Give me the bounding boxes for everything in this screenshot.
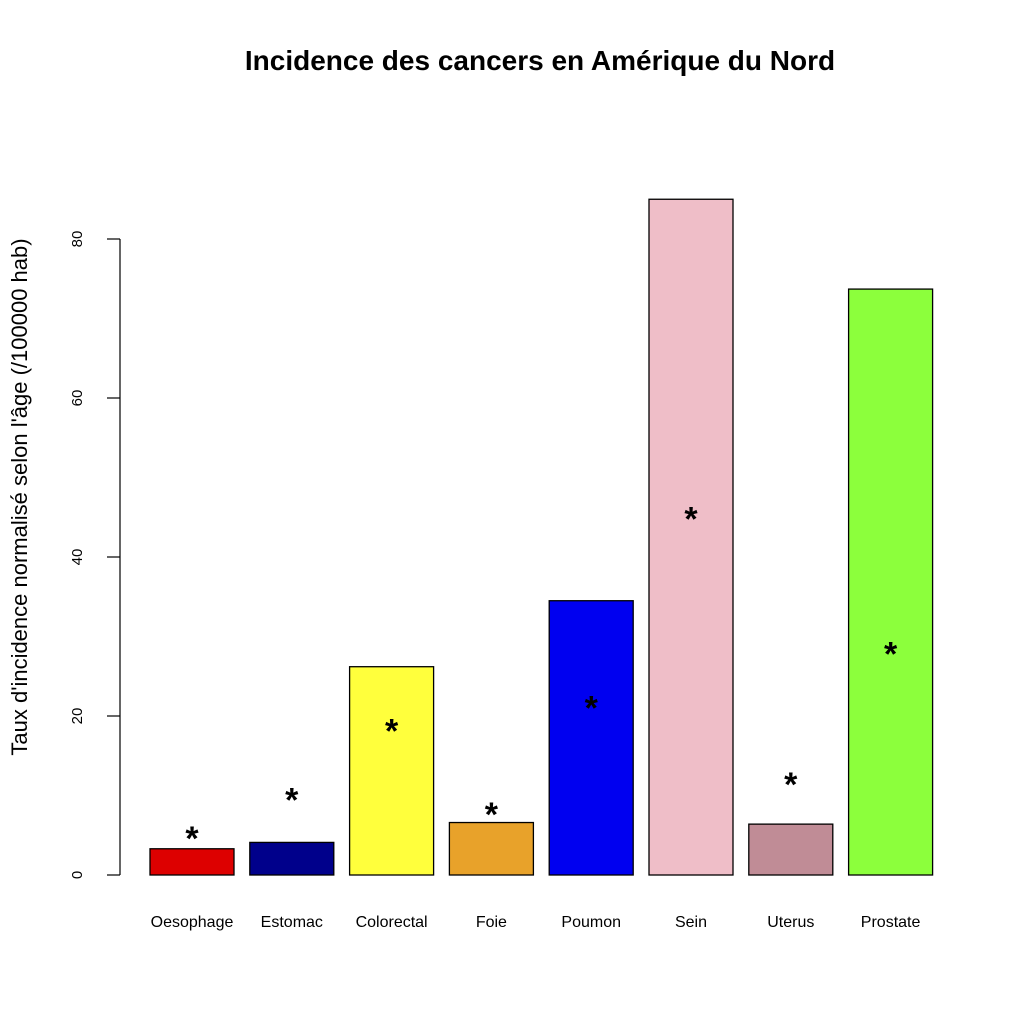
- category-label: Uterus: [767, 914, 814, 931]
- y-axis: 0 20 40 60 80: [69, 231, 121, 879]
- category-label: Colorectal: [356, 914, 428, 931]
- bar-uterus: [748, 823, 834, 876]
- marker-prostate: *: [884, 635, 898, 673]
- marker-estomac: *: [285, 782, 299, 820]
- bar-oesophage: [149, 848, 235, 876]
- y-tick-label: 40: [69, 549, 86, 566]
- y-tick-label: 20: [69, 708, 86, 725]
- y-tick-label: 0: [69, 871, 86, 879]
- category-labels: Oesophage Estomac Colorectal Foie Poumon Sein…: [151, 914, 921, 931]
- bar-prostate: [847, 288, 934, 876]
- marker-oesophage: *: [185, 820, 199, 858]
- category-label: Oesophage: [151, 914, 234, 931]
- y-tick-label: 60: [69, 390, 86, 407]
- chart-title: Incidence des cancers en Amérique du Nor…: [245, 45, 835, 76]
- category-label: Poumon: [561, 914, 621, 931]
- marker-foie: *: [485, 796, 499, 834]
- bar-sein: [648, 198, 734, 876]
- y-axis-label: Taux d'incidence normalisé selon l'âge (…: [7, 238, 32, 755]
- category-label: Prostate: [861, 914, 921, 931]
- marker-sein: *: [684, 500, 698, 538]
- category-label: Foie: [476, 914, 507, 931]
- marker-colorectal: *: [385, 713, 399, 751]
- y-tick-label: 80: [69, 231, 86, 248]
- category-label: Sein: [675, 914, 707, 931]
- marker-poumon: *: [585, 690, 599, 728]
- category-label: Estomac: [261, 914, 323, 931]
- marker-uterus: *: [784, 766, 798, 804]
- bar-colorectal: [348, 666, 435, 876]
- bar-foie: [448, 821, 535, 876]
- markers-group: * * * * * * * *: [185, 500, 898, 858]
- bar-poumon: [548, 600, 634, 876]
- bars-group: [149, 198, 934, 876]
- bar-estomac: [249, 841, 335, 876]
